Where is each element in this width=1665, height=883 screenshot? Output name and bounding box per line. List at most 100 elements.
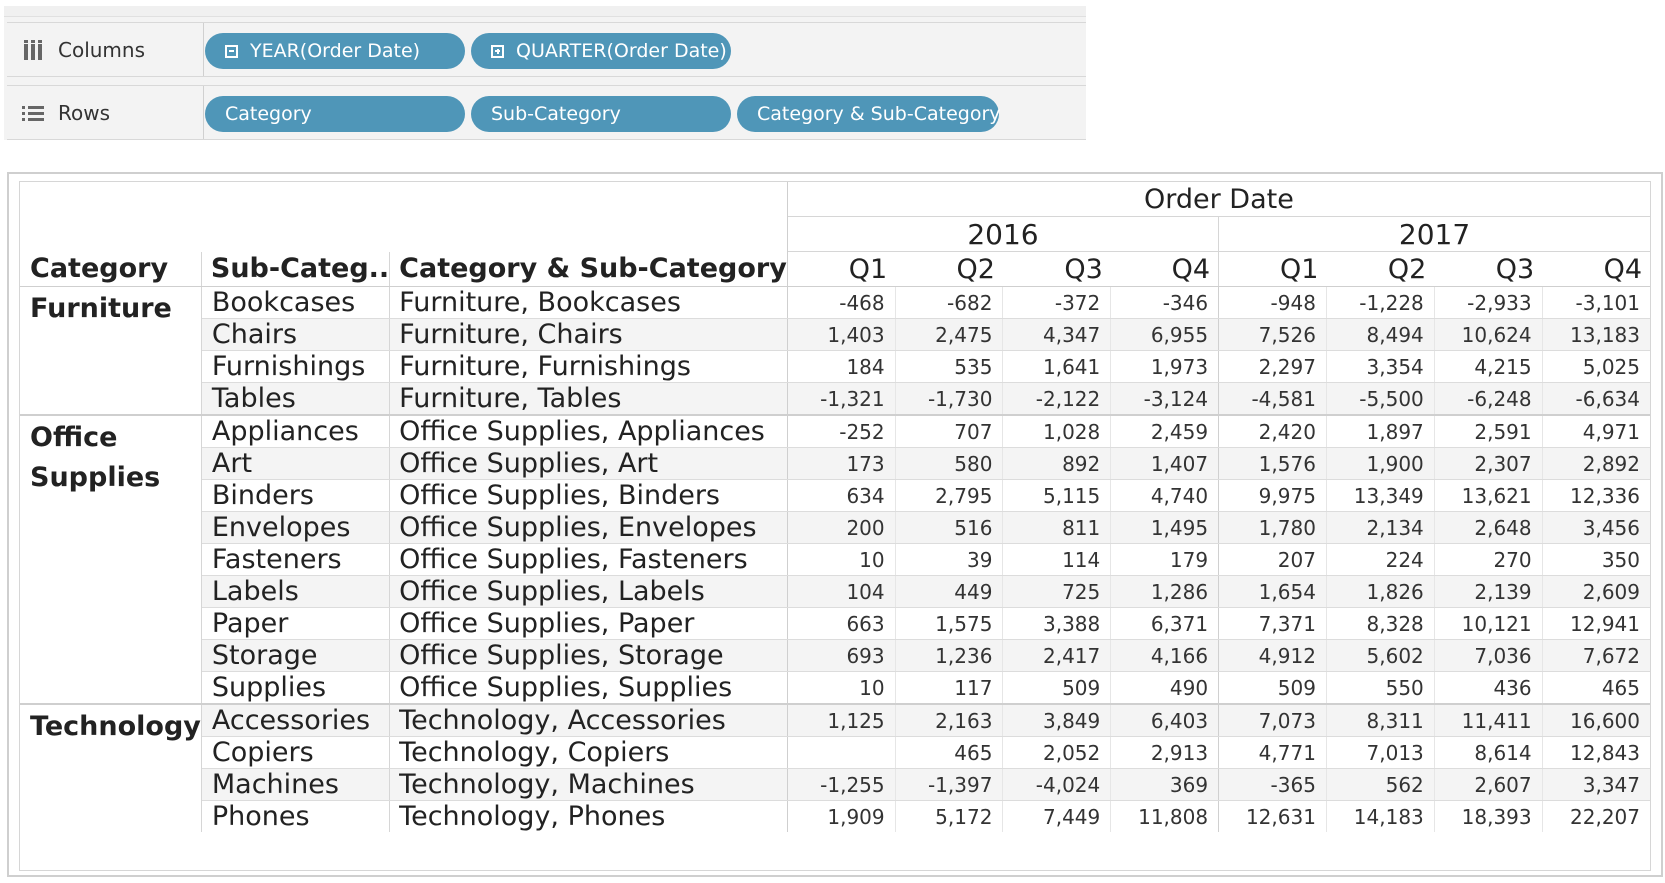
value-cell[interactable]: -372 — [1002, 286, 1111, 319]
value-cell[interactable]: 4,740 — [1110, 479, 1219, 512]
value-cell[interactable]: 12,843 — [1541, 736, 1650, 769]
value-cell[interactable]: -6,634 — [1541, 382, 1650, 416]
sub-category-cell[interactable]: Art — [201, 447, 391, 480]
value-cell[interactable]: 1,403 — [787, 318, 896, 351]
quarter-header[interactable]: Q2 — [895, 251, 1003, 287]
category-sub-category-cell[interactable]: Office Supplies, Storage — [389, 639, 788, 672]
value-cell[interactable]: 4,347 — [1002, 318, 1111, 351]
value-cell[interactable]: 10 — [787, 671, 896, 705]
category-sub-category-cell[interactable]: Office Supplies, Fasteners — [389, 543, 788, 576]
value-cell[interactable]: -365 — [1218, 768, 1327, 801]
value-cell[interactable]: 1,897 — [1325, 415, 1435, 448]
value-cell[interactable]: 1,495 — [1110, 511, 1219, 544]
value-cell[interactable]: 369 — [1110, 768, 1219, 801]
quarter-header[interactable]: Q4 — [1110, 251, 1219, 287]
value-cell[interactable]: -1,397 — [894, 768, 1003, 801]
value-cell[interactable]: -252 — [787, 415, 896, 448]
value-cell[interactable]: -1,228 — [1325, 286, 1435, 319]
value-cell[interactable]: 1,575 — [894, 607, 1003, 640]
value-cell[interactable]: 6,371 — [1110, 607, 1219, 640]
value-cell[interactable]: 11,411 — [1433, 704, 1543, 737]
value-cell[interactable]: 465 — [894, 736, 1003, 769]
value-cell[interactable]: -6,248 — [1433, 382, 1543, 416]
value-cell[interactable]: 13,621 — [1433, 479, 1543, 512]
value-cell[interactable]: -1,730 — [894, 382, 1003, 416]
column-header-order-date[interactable]: Order Date — [787, 182, 1650, 217]
value-cell[interactable]: 2,297 — [1218, 350, 1327, 383]
value-cell[interactable]: -3,101 — [1541, 286, 1650, 319]
value-cell[interactable]: 11,808 — [1110, 800, 1219, 832]
value-cell[interactable]: 270 — [1433, 543, 1543, 576]
sub-category-cell[interactable]: Machines — [201, 768, 391, 801]
value-cell[interactable]: 2,609 — [1541, 575, 1650, 608]
value-cell[interactable]: -682 — [894, 286, 1003, 319]
value-cell[interactable]: 5,025 — [1541, 350, 1650, 383]
value-cell[interactable]: 892 — [1002, 447, 1111, 480]
value-cell[interactable]: 8,614 — [1433, 736, 1543, 769]
sub-category-cell[interactable]: Chairs — [201, 318, 391, 351]
value-cell[interactable]: 18,393 — [1433, 800, 1543, 832]
value-cell[interactable]: 1,286 — [1110, 575, 1219, 608]
category-sub-category-cell[interactable]: Office Supplies, Art — [389, 447, 788, 480]
value-cell[interactable]: 550 — [1325, 671, 1435, 705]
value-cell[interactable]: 2,307 — [1433, 447, 1543, 480]
value-cell[interactable]: 12,631 — [1218, 800, 1327, 832]
value-cell[interactable]: 3,849 — [1002, 704, 1111, 737]
value-cell[interactable]: 39 — [894, 543, 1003, 576]
value-cell[interactable]: 13,183 — [1541, 318, 1650, 351]
value-cell[interactable]: -5,500 — [1325, 382, 1435, 416]
category-sub-category-cell[interactable]: Office Supplies, Paper — [389, 607, 788, 640]
value-cell[interactable]: 3,388 — [1002, 607, 1111, 640]
value-cell[interactable]: 2,913 — [1110, 736, 1219, 769]
value-cell[interactable]: 707 — [894, 415, 1003, 448]
sub-category-cell[interactable]: Labels — [201, 575, 391, 608]
value-cell[interactable]: 663 — [787, 607, 896, 640]
row-header-category[interactable]: Category — [20, 251, 202, 287]
value-cell[interactable]: 14,183 — [1325, 800, 1435, 832]
value-cell[interactable]: -4,581 — [1218, 382, 1327, 416]
value-cell[interactable]: 1,028 — [1002, 415, 1111, 448]
value-cell[interactable]: 1,125 — [787, 704, 896, 737]
value-cell[interactable]: 2,134 — [1325, 511, 1435, 544]
value-cell[interactable]: 1,900 — [1325, 447, 1435, 480]
value-cell[interactable]: 7,449 — [1002, 800, 1111, 832]
value-cell[interactable]: -948 — [1218, 286, 1327, 319]
value-cell[interactable]: 2,607 — [1433, 768, 1543, 801]
sub-category-cell[interactable]: Bookcases — [201, 286, 391, 319]
pill-sub-category[interactable]: Sub-Category — [471, 96, 731, 132]
value-cell[interactable]: 516 — [894, 511, 1003, 544]
value-cell[interactable]: 173 — [787, 447, 896, 480]
category-header-cell[interactable]: Technology — [20, 704, 202, 832]
value-cell[interactable]: 8,311 — [1325, 704, 1435, 737]
sub-category-cell[interactable]: Furnishings — [201, 350, 391, 383]
category-sub-category-cell[interactable]: Technology, Accessories — [389, 704, 788, 737]
category-sub-category-cell[interactable]: Office Supplies, Labels — [389, 575, 788, 608]
value-cell[interactable]: 117 — [894, 671, 1003, 705]
columns-shelf[interactable]: Columns YEAR(Order Date) QUARTER(Order D… — [7, 22, 1086, 77]
year-header-2016[interactable]: 2016 — [787, 216, 1219, 252]
value-cell[interactable]: 22,207 — [1541, 800, 1650, 832]
value-cell[interactable]: -2,933 — [1433, 286, 1543, 319]
sub-category-cell[interactable]: Appliances — [201, 415, 391, 448]
value-cell[interactable]: 16,600 — [1541, 704, 1650, 737]
row-header-category-sub-category[interactable]: Category & Sub-Category — [389, 251, 788, 287]
sub-category-cell[interactable]: Tables — [201, 382, 391, 416]
value-cell[interactable]: 1,654 — [1218, 575, 1327, 608]
expand-icon[interactable] — [491, 44, 504, 58]
value-cell[interactable]: 224 — [1325, 543, 1435, 576]
category-header-cell[interactable]: Furniture — [20, 286, 202, 416]
value-cell[interactable]: 4,166 — [1110, 639, 1219, 672]
row-header-sub-category[interactable]: Sub-Categ.. — [200, 251, 390, 287]
category-sub-category-cell[interactable]: Furniture, Chairs — [389, 318, 788, 351]
value-cell[interactable]: 436 — [1433, 671, 1543, 705]
value-cell[interactable]: 490 — [1110, 671, 1219, 705]
year-header-2017[interactable]: 2017 — [1218, 216, 1650, 252]
value-cell[interactable]: 1,909 — [787, 800, 896, 832]
value-cell[interactable]: 7,036 — [1433, 639, 1543, 672]
value-cell[interactable]: 2,591 — [1433, 415, 1543, 448]
value-cell[interactable]: 8,494 — [1325, 318, 1435, 351]
category-sub-category-cell[interactable]: Furniture, Tables — [389, 382, 788, 416]
value-cell[interactable]: 1,576 — [1218, 447, 1327, 480]
pill-quarter-order-date[interactable]: QUARTER(Order Date) — [471, 33, 731, 69]
value-cell[interactable]: 4,215 — [1433, 350, 1543, 383]
